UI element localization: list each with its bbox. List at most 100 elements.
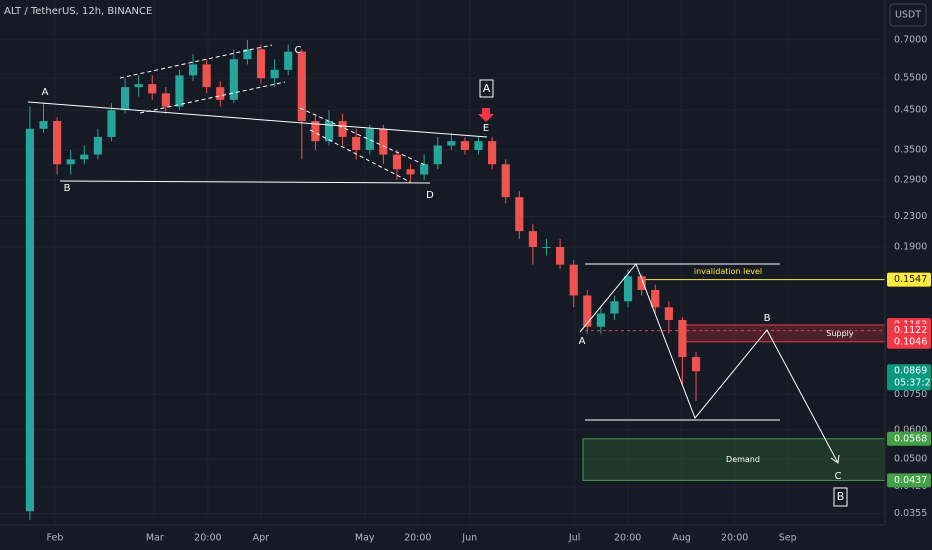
candle-body [596,313,605,327]
trendline [59,180,431,184]
y-tick-label: 0.3500 [894,144,927,155]
triangle-line [309,129,411,183]
candle-body [39,121,48,129]
triangle-line [299,107,426,166]
x-tick-label: Jun [461,533,477,544]
y-tick-label: 0.1900 [894,242,927,253]
x-tick-label: 20:00 [721,533,748,544]
price-tag [887,364,931,391]
candle-body [202,64,211,88]
arrow-head [830,454,840,464]
candle-body [406,169,415,175]
candle-body [488,141,497,165]
demand-zone [582,438,886,481]
candle-body [542,247,551,249]
candle-body [324,121,334,142]
zone-label: Supply [826,329,854,338]
candle-body [229,59,238,100]
price-tag-label: 0.0437 [894,475,927,486]
wave-label: A [42,87,49,98]
candle-body [53,121,62,165]
price-tag [887,431,931,446]
candle-body [583,295,592,327]
candle-body [270,69,279,79]
candle-body [120,87,130,111]
candle-body [161,93,170,107]
candle-body [25,128,34,512]
candle-body [311,121,320,142]
candle-body [66,159,75,165]
candle-body [447,141,456,146]
candle-body [338,121,347,137]
price-tag [887,473,931,488]
price-tag [887,323,931,338]
countdown: 05:37:27 [894,378,932,389]
y-tick-label: 0.0750 [894,389,927,400]
candle-body [651,289,660,308]
candle-body [569,264,578,296]
chart-title: ALT / TetherUS, 12h, BINANCE [4,6,152,17]
candle-body [664,307,673,320]
zone-label: Demand [726,455,760,464]
price-tag-label: 0.1547 [894,274,927,285]
candle-body [365,128,374,150]
candle-body [474,141,483,150]
y-tick-label: 0.0355 [894,508,927,519]
candle-body [297,51,306,122]
candle-body [352,136,361,150]
currency-box[interactable] [889,3,927,27]
candle-body [216,87,225,100]
supply-zone [679,324,886,343]
candle-body [528,231,537,248]
projection-path [579,263,839,464]
wave-label: B [64,183,71,194]
y-tick-label: 0.5500 [894,73,927,84]
price-tag-label: 0.1122 [894,325,927,336]
candle-body [392,154,402,170]
wave-label: C [295,45,302,56]
x-tick-label: Apr [253,533,270,544]
price-tag [887,272,931,287]
y-tick-label: 0.4500 [894,105,927,116]
trendline [27,101,488,138]
price-tag-label: 0.0869 [894,366,927,377]
y-tick-label: 0.0500 [894,454,927,465]
wave-label: D [426,190,434,201]
wave-label: A [579,336,586,347]
x-tick-label: 20:00 [194,533,221,544]
candle-body [284,51,293,70]
candle-body [610,301,619,314]
candle-body [623,276,633,302]
y-tick-label: 0.7000 [894,34,927,45]
triangle-line [119,44,273,79]
y-tick-label: 0.2900 [894,174,927,185]
candle-body [175,75,184,107]
candle-body [93,136,102,155]
candle-body [501,164,510,198]
price-tag-label: 0.0568 [894,433,927,444]
signal-arrow [478,108,494,122]
y-tick-label: 0.2300 [894,211,927,222]
candle-body [556,247,565,265]
candle-body [460,141,470,150]
y-tick-label: 0.0600 [894,425,927,436]
x-tick-label: Feb [47,533,64,544]
wave-label: E [483,123,489,134]
candle-body [637,276,646,290]
candle-body [379,128,388,155]
candle-body [433,145,442,165]
triangle-line [139,81,286,114]
x-tick-label: Sep [779,533,797,544]
currency: USDT [895,10,921,21]
candle-body [515,197,524,232]
candle-body [148,84,157,94]
x-tick-label: May [355,533,375,544]
x-tick-label: Mar [146,533,164,544]
price-tag-label: 0.1046 [894,336,927,347]
wave-label: B [764,313,771,324]
candle-body [243,49,252,60]
label-box [479,79,494,98]
candle-body [188,64,198,76]
x-tick-label: 20:00 [404,533,431,544]
